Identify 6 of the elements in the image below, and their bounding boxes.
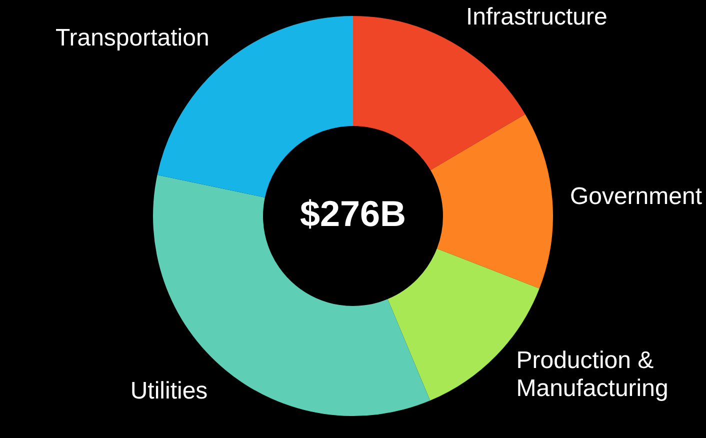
text: $276B [300, 192, 406, 234]
slice-label: Transportation [55, 24, 210, 52]
slice-label: Utilities [130, 377, 208, 404]
slice-label: Government [570, 183, 702, 210]
slice-label: Production & Manufacturing [516, 346, 668, 402]
slice-label: Infrastructure [466, 4, 608, 31]
